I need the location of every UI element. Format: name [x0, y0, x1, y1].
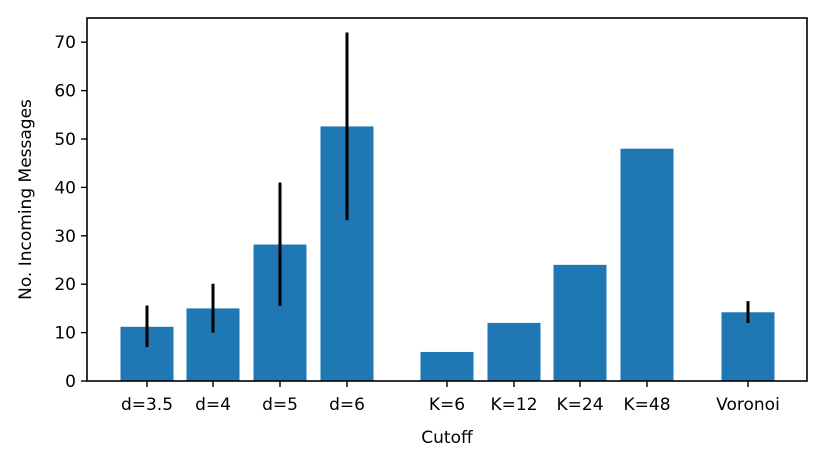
x-tick-label: d=4 — [195, 395, 231, 415]
bar-K=48 — [620, 148, 674, 381]
x-tick-label: d=3.5 — [121, 395, 173, 415]
y-tick-label: 70 — [54, 33, 76, 53]
x-tick-label: K=48 — [623, 395, 670, 415]
x-tick-label: K=6 — [429, 395, 465, 415]
x-tick-label: K=12 — [490, 395, 537, 415]
x-tick-label: d=6 — [329, 395, 365, 415]
y-tick-label: 20 — [54, 275, 76, 295]
x-tick-label: K=24 — [556, 395, 603, 415]
bar-K=12 — [487, 322, 541, 381]
x-axis: d=3.5 d=4 d=5 d=6 K=6 K=12 K=24 K=48 Voronoi — [121, 381, 780, 415]
bar-Voronoi — [721, 312, 775, 381]
x-tick-label: d=5 — [262, 395, 298, 415]
y-tick-label: 30 — [54, 227, 76, 247]
y-tick-label: 60 — [54, 82, 76, 102]
y-tick-label: 0 — [65, 372, 76, 392]
x-tick-label: Voronoi — [716, 395, 780, 415]
y-axis: 0 10 20 30 40 50 60 70 — [54, 33, 87, 392]
error-bars-group — [145, 32, 750, 348]
y-tick-label: 50 — [54, 130, 76, 150]
y-tick-label: 10 — [54, 324, 76, 344]
x-axis-title: Cutoff — [421, 428, 474, 448]
bars-group — [120, 126, 775, 381]
bar-K=6 — [420, 351, 474, 381]
bar-K=24 — [553, 264, 607, 381]
y-tick-label: 40 — [54, 178, 76, 198]
y-axis-title: No. Incoming Messages — [16, 99, 36, 300]
